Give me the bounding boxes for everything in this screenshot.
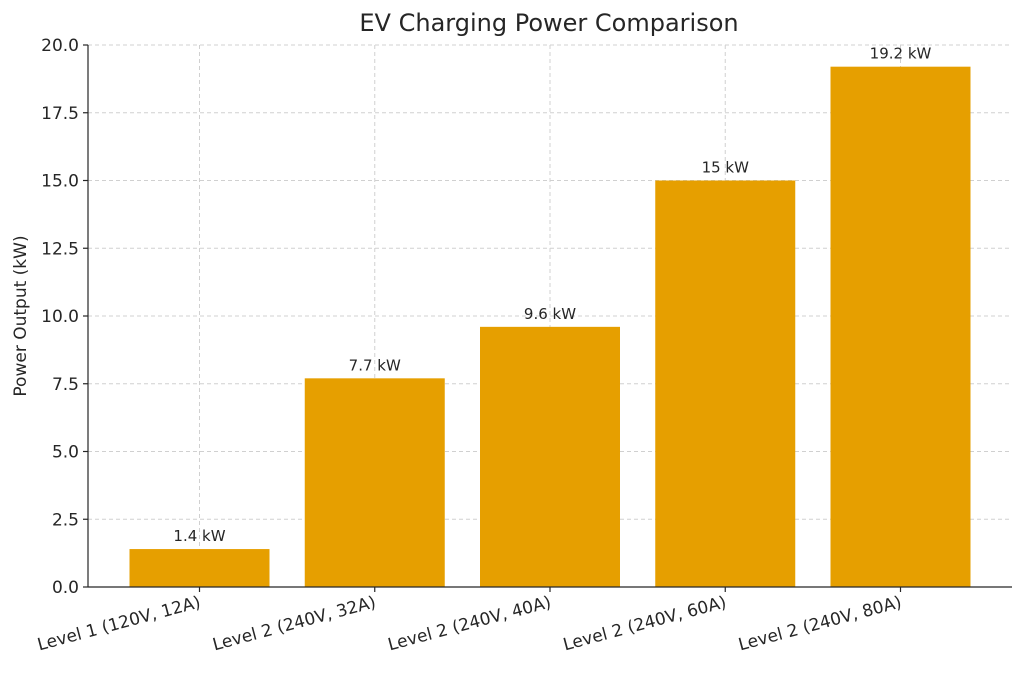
y-tick-label: 0.0 — [52, 578, 79, 598]
y-tick-label: 12.5 — [41, 239, 79, 259]
data-labels: 1.4 kW 7.7 kW 9.6 kW 15 kW 19.2 kW — [173, 45, 931, 545]
bar — [129, 549, 270, 587]
bar-data-label: 7.7 kW — [349, 356, 401, 374]
bar — [304, 378, 445, 587]
bars — [129, 66, 971, 588]
x-tick-label: Level 2 (240V, 32A) — [211, 593, 378, 656]
x-tick-label: Level 2 (240V, 60A) — [561, 593, 728, 656]
bar-data-label: 15 kW — [702, 159, 750, 177]
x-tick-label: Level 1 (120V, 12A) — [35, 593, 202, 656]
bar — [655, 180, 796, 587]
y-tick-label: 7.5 — [52, 375, 79, 395]
bar-data-label: 1.4 kW — [173, 527, 225, 545]
y-tick-label: 20.0 — [41, 36, 79, 56]
bar — [480, 326, 620, 587]
x-tick-label: Level 2 (240V, 40A) — [386, 593, 553, 656]
y-tick-label: 17.5 — [41, 104, 79, 124]
bar-data-label: 19.2 kW — [870, 45, 932, 63]
bar-data-label: 9.6 kW — [524, 305, 576, 323]
y-axis-label: Power Output (kW) — [11, 235, 31, 396]
x-tick-label: Level 2 (240V, 80A) — [736, 593, 903, 656]
y-ticks: 0.0 2.5 5.0 7.5 10.0 12.5 15.0 17.5 20.0 — [41, 36, 88, 598]
y-tick-label: 2.5 — [52, 510, 79, 530]
y-tick-label: 5.0 — [52, 443, 79, 463]
chart-title: EV Charging Power Comparison — [359, 9, 738, 37]
bar — [830, 66, 971, 588]
y-tick-label: 10.0 — [41, 307, 79, 327]
y-tick-label: 15.0 — [41, 172, 79, 192]
x-ticks: Level 1 (120V, 12A) Level 2 (240V, 32A) Le… — [35, 587, 904, 656]
